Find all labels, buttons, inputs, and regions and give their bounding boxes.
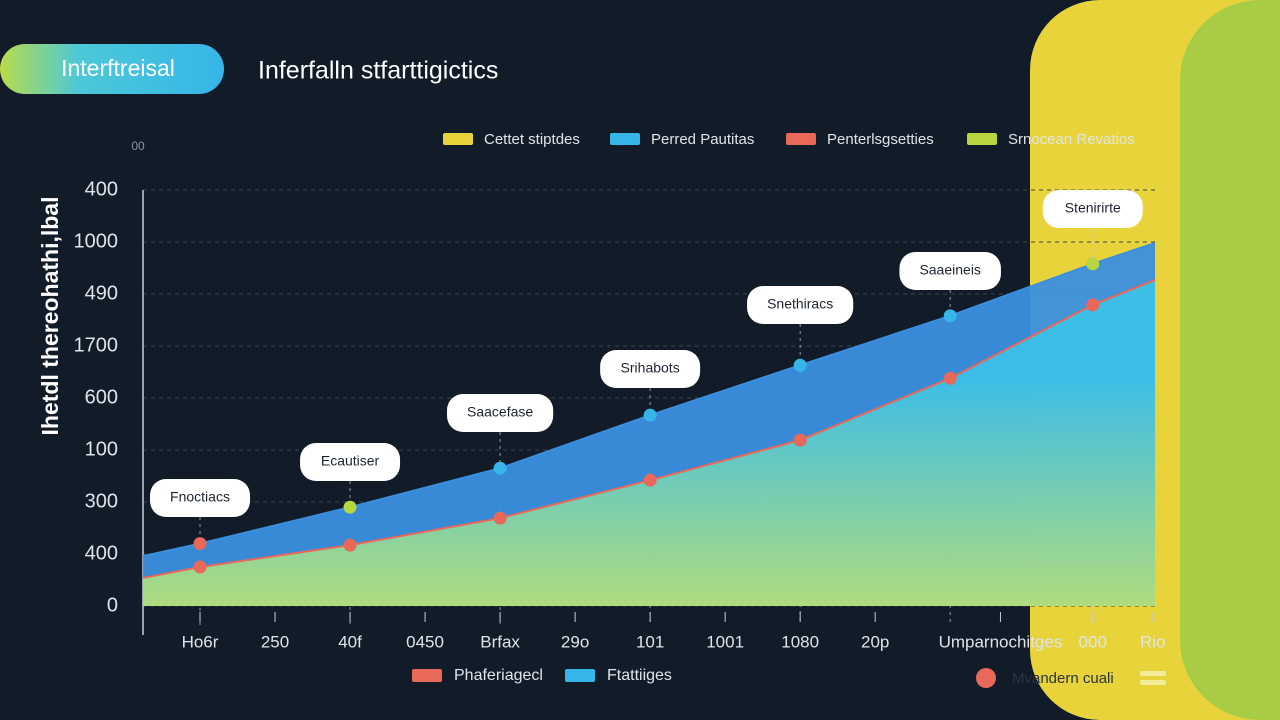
annotation-bubble xyxy=(1042,190,1143,228)
legend-label: Srnocean Revatios xyxy=(1008,131,1135,148)
x-tick-label: 1001 xyxy=(706,632,744,651)
legend-swatch xyxy=(412,669,442,682)
legend-label: Cettet stiptdes xyxy=(484,131,580,148)
legend-swatch xyxy=(443,133,473,145)
annotation-text: Ecautiser xyxy=(321,453,380,469)
legend-label: Phaferiagecl xyxy=(454,667,543,684)
x-tick-label: Brfax xyxy=(480,632,520,651)
annotation-bubble xyxy=(899,252,1001,290)
x-tick-label: 250 xyxy=(261,632,289,651)
chart-title: Inferfalln stfarttigictics xyxy=(258,57,498,85)
data-point xyxy=(793,358,807,372)
data-point xyxy=(193,560,207,574)
annotation-bubble xyxy=(447,394,554,432)
y-tick-label: 100 xyxy=(85,438,118,460)
annotation-text: Saaeineis xyxy=(919,262,981,278)
legend-label: Penterlsgsetties xyxy=(827,131,934,148)
data-point xyxy=(643,408,657,422)
annotation-bubble xyxy=(300,443,401,481)
x-tick-label: 29o xyxy=(561,632,589,651)
x-tick-label: 101 xyxy=(636,632,664,651)
footer-bar xyxy=(1140,680,1166,685)
x-tick-label: Ho6r xyxy=(182,632,219,651)
y-tick-label: 600 xyxy=(85,386,118,408)
annotation-text: Snethiracs xyxy=(767,296,833,312)
y-unit-label: 00 xyxy=(131,139,145,153)
data-point xyxy=(643,473,657,487)
data-point xyxy=(193,537,207,551)
footer-bar xyxy=(1140,671,1166,676)
area xyxy=(143,279,1155,606)
data-point xyxy=(493,461,507,475)
legend-swatch xyxy=(786,133,816,145)
x-tick-label: 1080 xyxy=(781,632,819,651)
x-tick-label: Umparnochitges xyxy=(939,632,1063,651)
annotation-text: Srihabots xyxy=(621,360,680,376)
x-tick-label: 000 xyxy=(1079,632,1107,651)
data-point xyxy=(793,433,807,447)
annotation-bubble xyxy=(600,350,701,388)
footer-icon xyxy=(976,668,996,688)
side-panel-green xyxy=(1180,0,1280,720)
legend-swatch xyxy=(610,133,640,145)
data-point xyxy=(943,309,957,323)
data-point xyxy=(493,511,507,525)
data-point xyxy=(1086,257,1100,271)
annotation-text: Fnoctiacs xyxy=(170,489,230,505)
y-tick-label: 300 xyxy=(85,490,118,512)
legend-label: Perred Pautitas xyxy=(651,131,754,148)
y-tick-label: 400 xyxy=(85,178,118,200)
data-point xyxy=(1086,298,1100,312)
data-point xyxy=(343,500,357,514)
data-point xyxy=(343,538,357,552)
y-tick-label: 0 xyxy=(107,594,118,616)
legend-swatch xyxy=(565,669,595,682)
y-tick-label: 490 xyxy=(85,282,118,304)
legend-swatch xyxy=(967,133,997,145)
annotation-bubble xyxy=(150,479,251,517)
badge-text: Interftreisal xyxy=(61,55,175,81)
y-tick-label: 400 xyxy=(85,542,118,564)
x-tick-label: Rio xyxy=(1140,632,1166,651)
annotation-text: Saacefase xyxy=(467,404,533,420)
x-tick-label: 40f xyxy=(338,632,362,651)
legend-label: Ftattiiges xyxy=(607,667,672,684)
y-tick-label: 1700 xyxy=(74,334,119,356)
annotation-bubble xyxy=(747,286,854,324)
footer-note: Mvandern cuali xyxy=(1012,670,1114,687)
data-point xyxy=(943,371,957,385)
x-tick-label: 20p xyxy=(861,632,889,651)
badge xyxy=(0,44,224,94)
annotation-text: Stenirirte xyxy=(1065,200,1121,216)
y-axis-title: Ihetdl thereohathi,lbal xyxy=(37,197,63,436)
y-tick-label: 1000 xyxy=(74,230,119,252)
x-tick-label: 0450 xyxy=(406,632,444,651)
